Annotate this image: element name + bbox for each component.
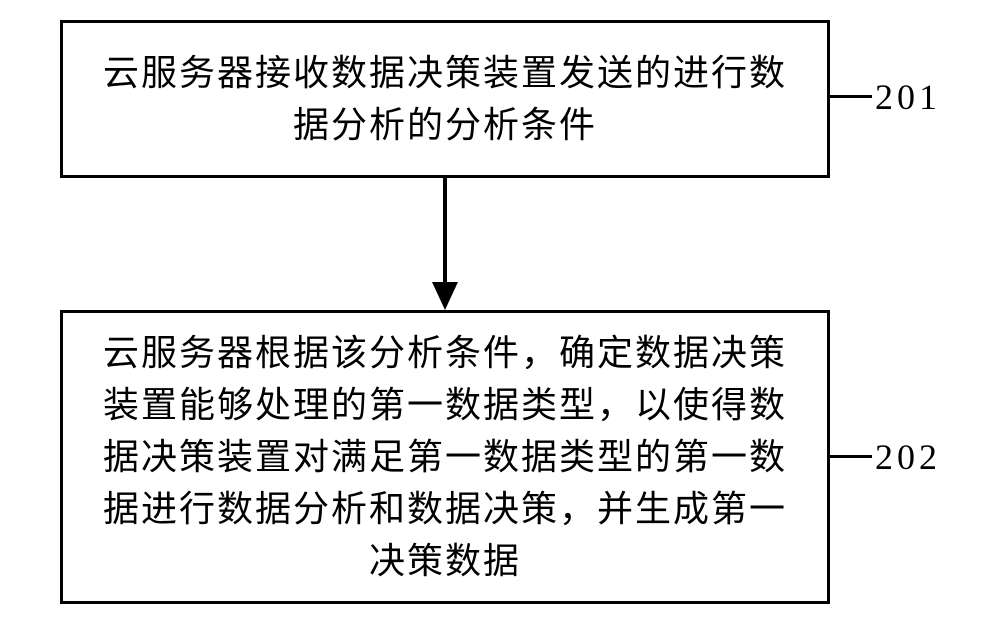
- node-1-label: 201: [875, 76, 941, 118]
- flowchart-node-2: 云服务器根据该分析条件，确定数据决策装置能够处理的第一数据类型，以使得数据决策装…: [60, 310, 830, 604]
- arrow-head-icon: [432, 282, 458, 310]
- flowchart-node-1: 云服务器接收数据决策装置发送的进行数据分析的分析条件: [60, 20, 830, 178]
- arrow-line: [443, 178, 447, 288]
- node-1-text: 云服务器接收数据决策装置发送的进行数据分析的分析条件: [83, 37, 807, 161]
- flowchart-container: 云服务器接收数据决策装置发送的进行数据分析的分析条件 201 云服务器根据该分析…: [0, 0, 1000, 633]
- node-2-label: 202: [875, 436, 941, 478]
- label-connector-2: [830, 455, 872, 458]
- node-2-text: 云服务器根据该分析条件，确定数据决策装置能够处理的第一数据类型，以使得数据决策装…: [83, 317, 807, 598]
- label-connector-1: [830, 95, 872, 98]
